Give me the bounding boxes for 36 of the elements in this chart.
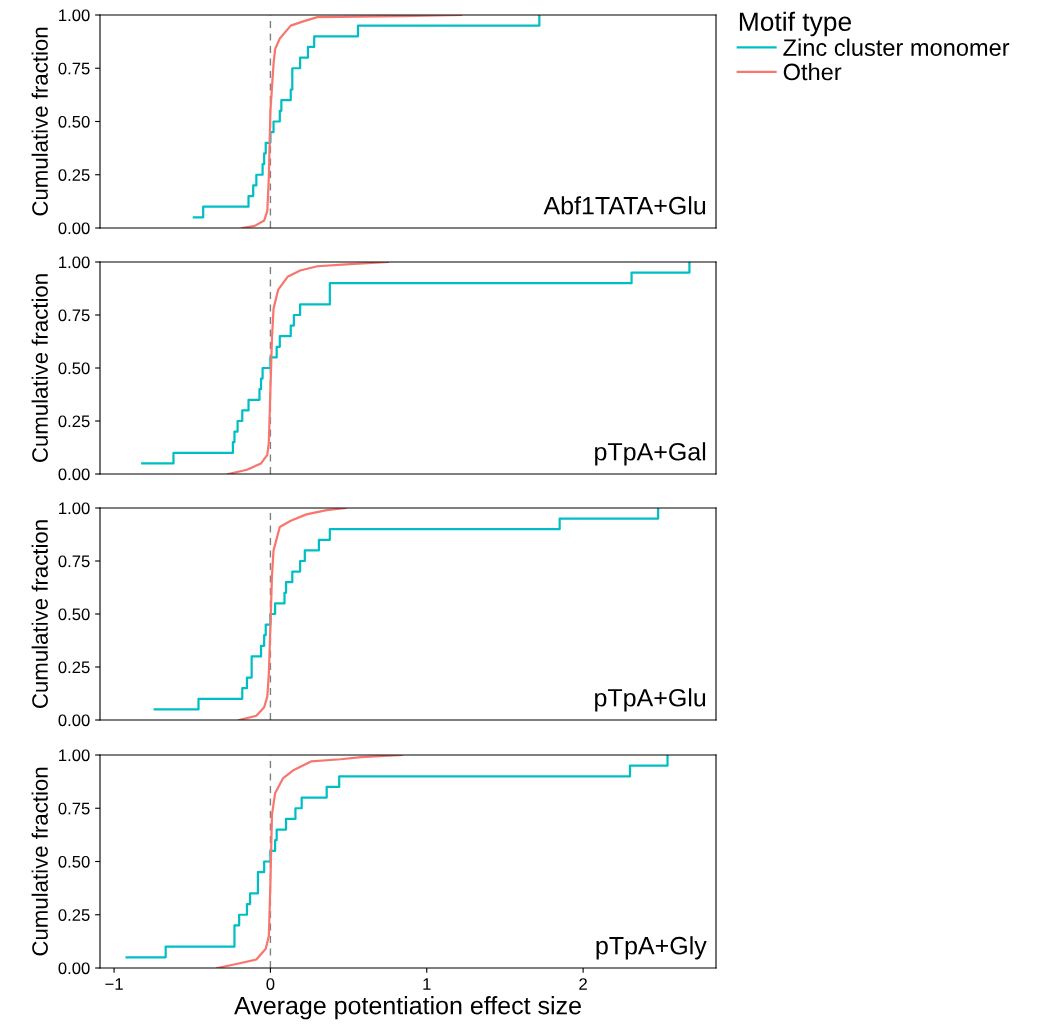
y-tick-label: 0.00 — [58, 714, 90, 727]
y-axis-title: Cumulative fraction — [31, 27, 48, 216]
x-tick-label: −1 — [105, 978, 123, 990]
x-tick-label: 1 — [423, 978, 431, 990]
y-tick-label: 0.25 — [58, 169, 90, 181]
y-tick-label: 1.00 — [59, 9, 90, 22]
y-axis-title: Cumulative fraction — [31, 274, 48, 462]
y-axis-title: Cumulative fraction — [31, 520, 48, 708]
y-tick-label: 1.00 — [59, 256, 90, 269]
x-tick-label: 2 — [579, 978, 587, 990]
y-tick-label: 0.00 — [58, 468, 90, 481]
y-tick-label: 0.00 — [58, 962, 90, 975]
legend-title: Motif type — [739, 11, 851, 37]
y-tick-label: 0.50 — [58, 362, 90, 375]
y-axis-title: Cumulative fraction — [31, 767, 48, 956]
x-tick-label: 0 — [266, 978, 275, 990]
y-tick-label: 1.00 — [59, 502, 90, 515]
y-tick-label: 1.00 — [59, 749, 90, 762]
annotation: pTpA+Glu — [595, 688, 706, 712]
annotation: Abf1TATA+Glu — [543, 196, 706, 215]
y-tick-label: 0.75 — [58, 555, 90, 568]
legend-label: Zinc cluster monomer — [783, 38, 1010, 56]
y-tick-label: 0.50 — [58, 855, 90, 868]
y-tick-label: 0.25 — [58, 909, 90, 921]
y-tick-label: 0.75 — [58, 309, 90, 322]
y-tick-label: 0.25 — [58, 661, 90, 674]
y-tick-label: 0.50 — [58, 115, 90, 128]
x-axis-title: Average potentiation effect size — [234, 996, 581, 1020]
annotation: pTpA+Gly — [596, 936, 707, 960]
y-tick-label: 0.00 — [58, 222, 90, 235]
y-tick-label: 0.25 — [58, 415, 90, 428]
y-tick-label: 0.75 — [58, 802, 90, 815]
annotation: pTpA+Gal — [595, 442, 706, 466]
y-tick-label: 0.50 — [58, 608, 90, 621]
legend-label: Other — [783, 63, 842, 81]
y-tick-label: 0.75 — [58, 62, 90, 75]
